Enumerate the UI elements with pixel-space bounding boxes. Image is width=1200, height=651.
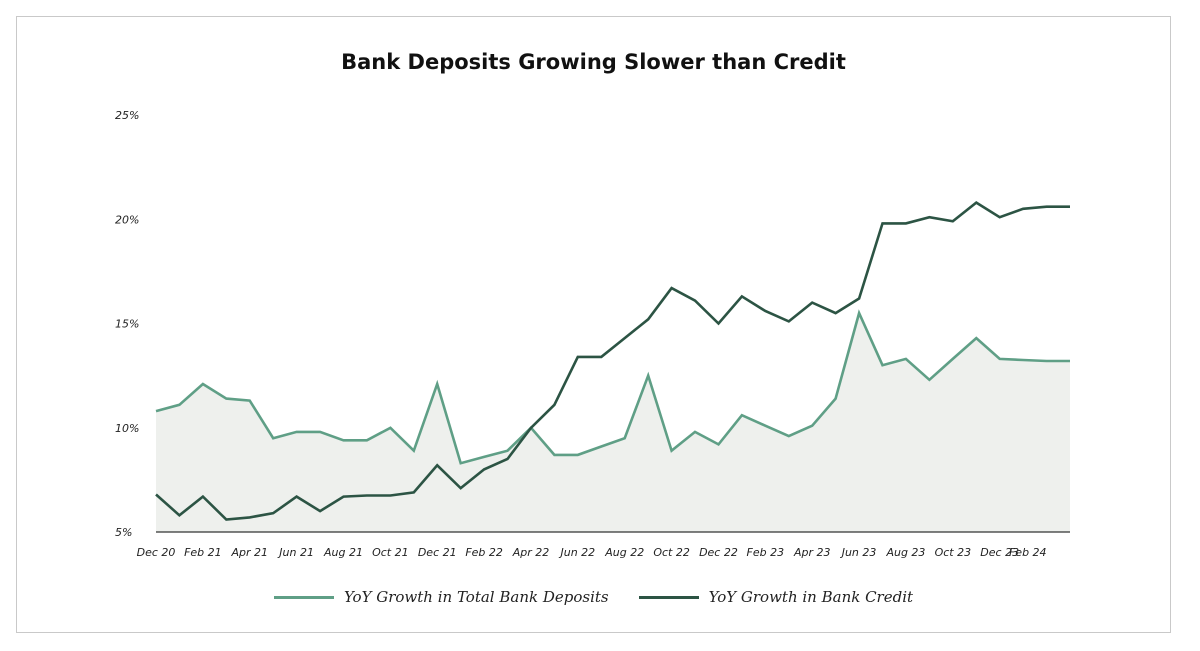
x-tick-label: Apr 22	[512, 546, 550, 559]
legend-label-deposits: YoY Growth in Total Bank Deposits	[343, 588, 609, 606]
area-layer	[156, 313, 1070, 532]
x-tick-label: Apr 21	[230, 546, 268, 559]
deposits-area	[156, 313, 1070, 532]
series-line-deposits	[155, 309, 1070, 465]
legend-item-credit: YoY Growth in Bank Credit	[638, 588, 914, 606]
y-tick-label: 10%	[115, 422, 139, 435]
x-tick-label: Dec 21	[418, 546, 457, 559]
y-tick-label: 5%	[115, 526, 132, 539]
x-tick-label: Feb 21	[184, 546, 222, 559]
x-tick-label: Feb 23	[747, 546, 785, 559]
x-tick-label: Jun 23	[840, 546, 877, 559]
legend-swatch-deposits	[273, 595, 334, 599]
x-tick-label: Apr 23	[793, 546, 831, 559]
x-tick-label: Dec 22	[699, 546, 738, 559]
y-tick-labels: 5% 10% 15% 20% 25%	[115, 109, 139, 539]
legend-item-deposits: YoY Growth in Total Bank Deposits	[273, 588, 609, 606]
legend-swatch-credit	[638, 595, 699, 599]
x-tick-label: Feb 22	[465, 546, 503, 559]
chart-title: Bank Deposits Growing Slower than Credit	[341, 50, 846, 74]
x-tick-label: Oct 23	[935, 546, 972, 559]
series-line-credit	[155, 201, 1070, 521]
line-layer	[155, 201, 1070, 521]
y-tick-label: 25%	[115, 109, 139, 122]
x-tick-label: Aug 23	[885, 546, 925, 559]
x-tick-label: Oct 22	[653, 546, 690, 559]
y-tick-label: 15%	[115, 318, 139, 331]
x-tick-label: Dec 23	[980, 546, 1019, 559]
y-tick-label: 20%	[115, 213, 139, 226]
x-tick-label: Aug 21	[323, 546, 363, 559]
x-tick-label: Oct 21	[372, 546, 409, 559]
x-tick-label: Aug 22	[604, 546, 644, 559]
x-tick-label: Feb 24	[1009, 546, 1047, 559]
x-tick-labels: Dec 20 Feb 21 Apr 21 Jun 21 Aug 21 Oct 21 Dec …	[137, 546, 1047, 559]
x-tick-label: Jun 21	[277, 546, 314, 559]
legend: YoY Growth in Total Bank Deposits YoY Gr…	[0, 588, 1187, 606]
x-tick-label: Jun 22	[559, 546, 596, 559]
legend-label-credit: YoY Growth in Bank Credit	[708, 588, 914, 606]
x-tick-label: Dec 20	[137, 546, 176, 559]
